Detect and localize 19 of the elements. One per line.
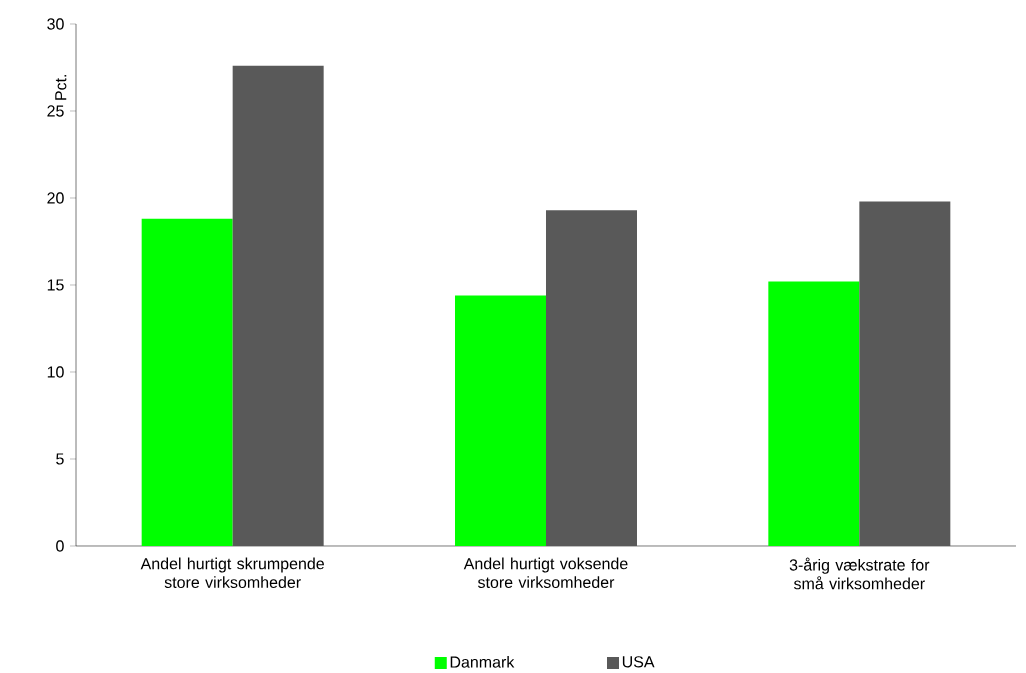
y-tick-label: 10	[47, 366, 64, 378]
bar	[768, 281, 860, 546]
y-axis-title: Pct.	[55, 75, 67, 100]
y-tick-label: 5	[56, 453, 64, 465]
bar	[859, 201, 951, 546]
y-tick-label: 20	[47, 192, 64, 204]
bar	[141, 218, 233, 546]
x-tick-label: Andel hurtigt voksende store virksomheder	[463, 557, 628, 588]
x-tick-label: 3-årig vækstrate for små virksomheder	[789, 557, 930, 590]
y-tick-label: 0	[56, 540, 64, 552]
legend-label: Danmark	[450, 655, 515, 668]
y-tick-label: 30	[47, 18, 64, 30]
y-tick-label: 15	[47, 279, 64, 291]
bar	[455, 295, 546, 546]
x-tick-label: Andel hurtigt skrumpende store virksomheder	[140, 557, 324, 588]
legend-label: USA	[622, 656, 655, 668]
y-tick-label: 25	[47, 105, 64, 117]
bar	[232, 65, 324, 546]
bar	[546, 210, 637, 546]
